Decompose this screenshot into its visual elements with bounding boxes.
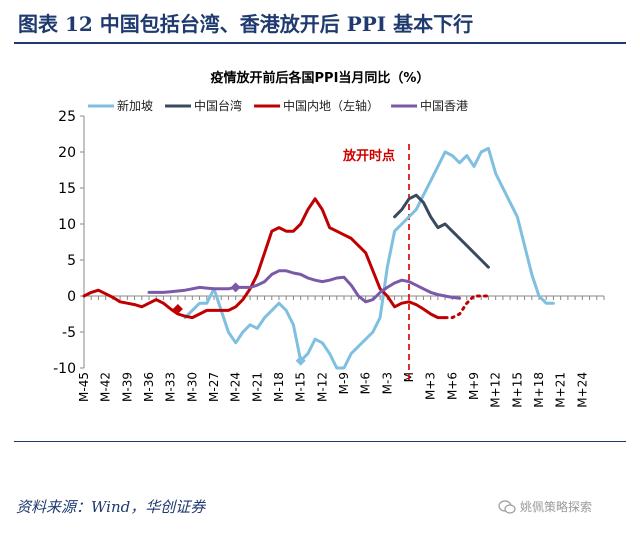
y-tick-label: 20 bbox=[58, 145, 76, 161]
x-tick-label: M-15 bbox=[294, 372, 308, 402]
x-tick-label: M-39 bbox=[120, 372, 134, 402]
watermark: 姚佩策略探索 bbox=[498, 498, 592, 515]
x-tick-label: M+6 bbox=[445, 372, 459, 400]
y-tick-label: 0 bbox=[67, 289, 76, 305]
legend-label: 中国香港 bbox=[420, 98, 468, 113]
x-tick-label: M-9 bbox=[337, 372, 351, 394]
x-tick-label: M-45 bbox=[77, 372, 91, 402]
y-tick-label: 25 bbox=[58, 109, 76, 125]
chart-title: 疫情放开前后各国PPI当月同比（%） bbox=[211, 70, 430, 86]
series-line bbox=[147, 269, 462, 304]
legend-label: 中国内地（左轴） bbox=[283, 98, 379, 113]
title-divider bbox=[14, 42, 626, 44]
x-tick-label: M+21 bbox=[554, 372, 568, 408]
x-tick-label: M-42 bbox=[99, 372, 113, 402]
wechat-icon bbox=[498, 499, 516, 514]
y-tick-label: 5 bbox=[67, 253, 76, 269]
x-tick-label: M-30 bbox=[185, 372, 199, 402]
watermark-label: 姚佩策略探索 bbox=[520, 500, 593, 514]
series-marker bbox=[230, 282, 241, 293]
legend-label: 新加坡 bbox=[117, 98, 153, 113]
source-note: 资料来源：Wind，华创证券 bbox=[16, 498, 206, 516]
legend-label: 中国台湾 bbox=[194, 98, 242, 113]
x-tick-label: M+3 bbox=[424, 372, 438, 400]
series-line bbox=[393, 193, 490, 269]
y-tick-label: 15 bbox=[58, 181, 76, 197]
x-tick-label: M+12 bbox=[489, 372, 503, 408]
series-line-projected bbox=[443, 294, 490, 320]
figure-header: 图表 12 中国包括台湾、香港放开后 PPI 基本下行 bbox=[14, 6, 626, 44]
source-divider bbox=[14, 441, 626, 442]
x-tick-label: M+9 bbox=[467, 372, 481, 400]
x-tick-label: M-12 bbox=[315, 372, 329, 402]
x-tick-label: M-3 bbox=[380, 372, 394, 394]
series-marker bbox=[172, 303, 183, 314]
series-line bbox=[82, 197, 447, 320]
y-tick-label: 10 bbox=[58, 217, 76, 233]
series-line bbox=[183, 146, 555, 370]
x-tick-label: M-27 bbox=[207, 372, 221, 402]
x-tick-label: M-21 bbox=[250, 372, 264, 402]
x-tick-label: M+24 bbox=[575, 372, 589, 408]
x-tick-label: M-33 bbox=[164, 372, 178, 402]
x-tick-label: M-18 bbox=[272, 372, 286, 402]
x-tick-label: M+15 bbox=[510, 372, 524, 408]
series-marker bbox=[295, 355, 306, 366]
y-tick-label: -10 bbox=[53, 361, 76, 377]
x-tick-label: M+18 bbox=[532, 372, 546, 408]
y-tick-label: -5 bbox=[62, 325, 76, 341]
x-tick-label: M-36 bbox=[142, 372, 156, 402]
figure-title: 图表 12 中国包括台湾、香港放开后 PPI 基本下行 bbox=[18, 12, 474, 36]
x-tick-label: M-24 bbox=[229, 372, 243, 402]
opening-time-label: 放开时点 bbox=[342, 148, 395, 164]
x-tick-label: M-6 bbox=[359, 372, 373, 394]
